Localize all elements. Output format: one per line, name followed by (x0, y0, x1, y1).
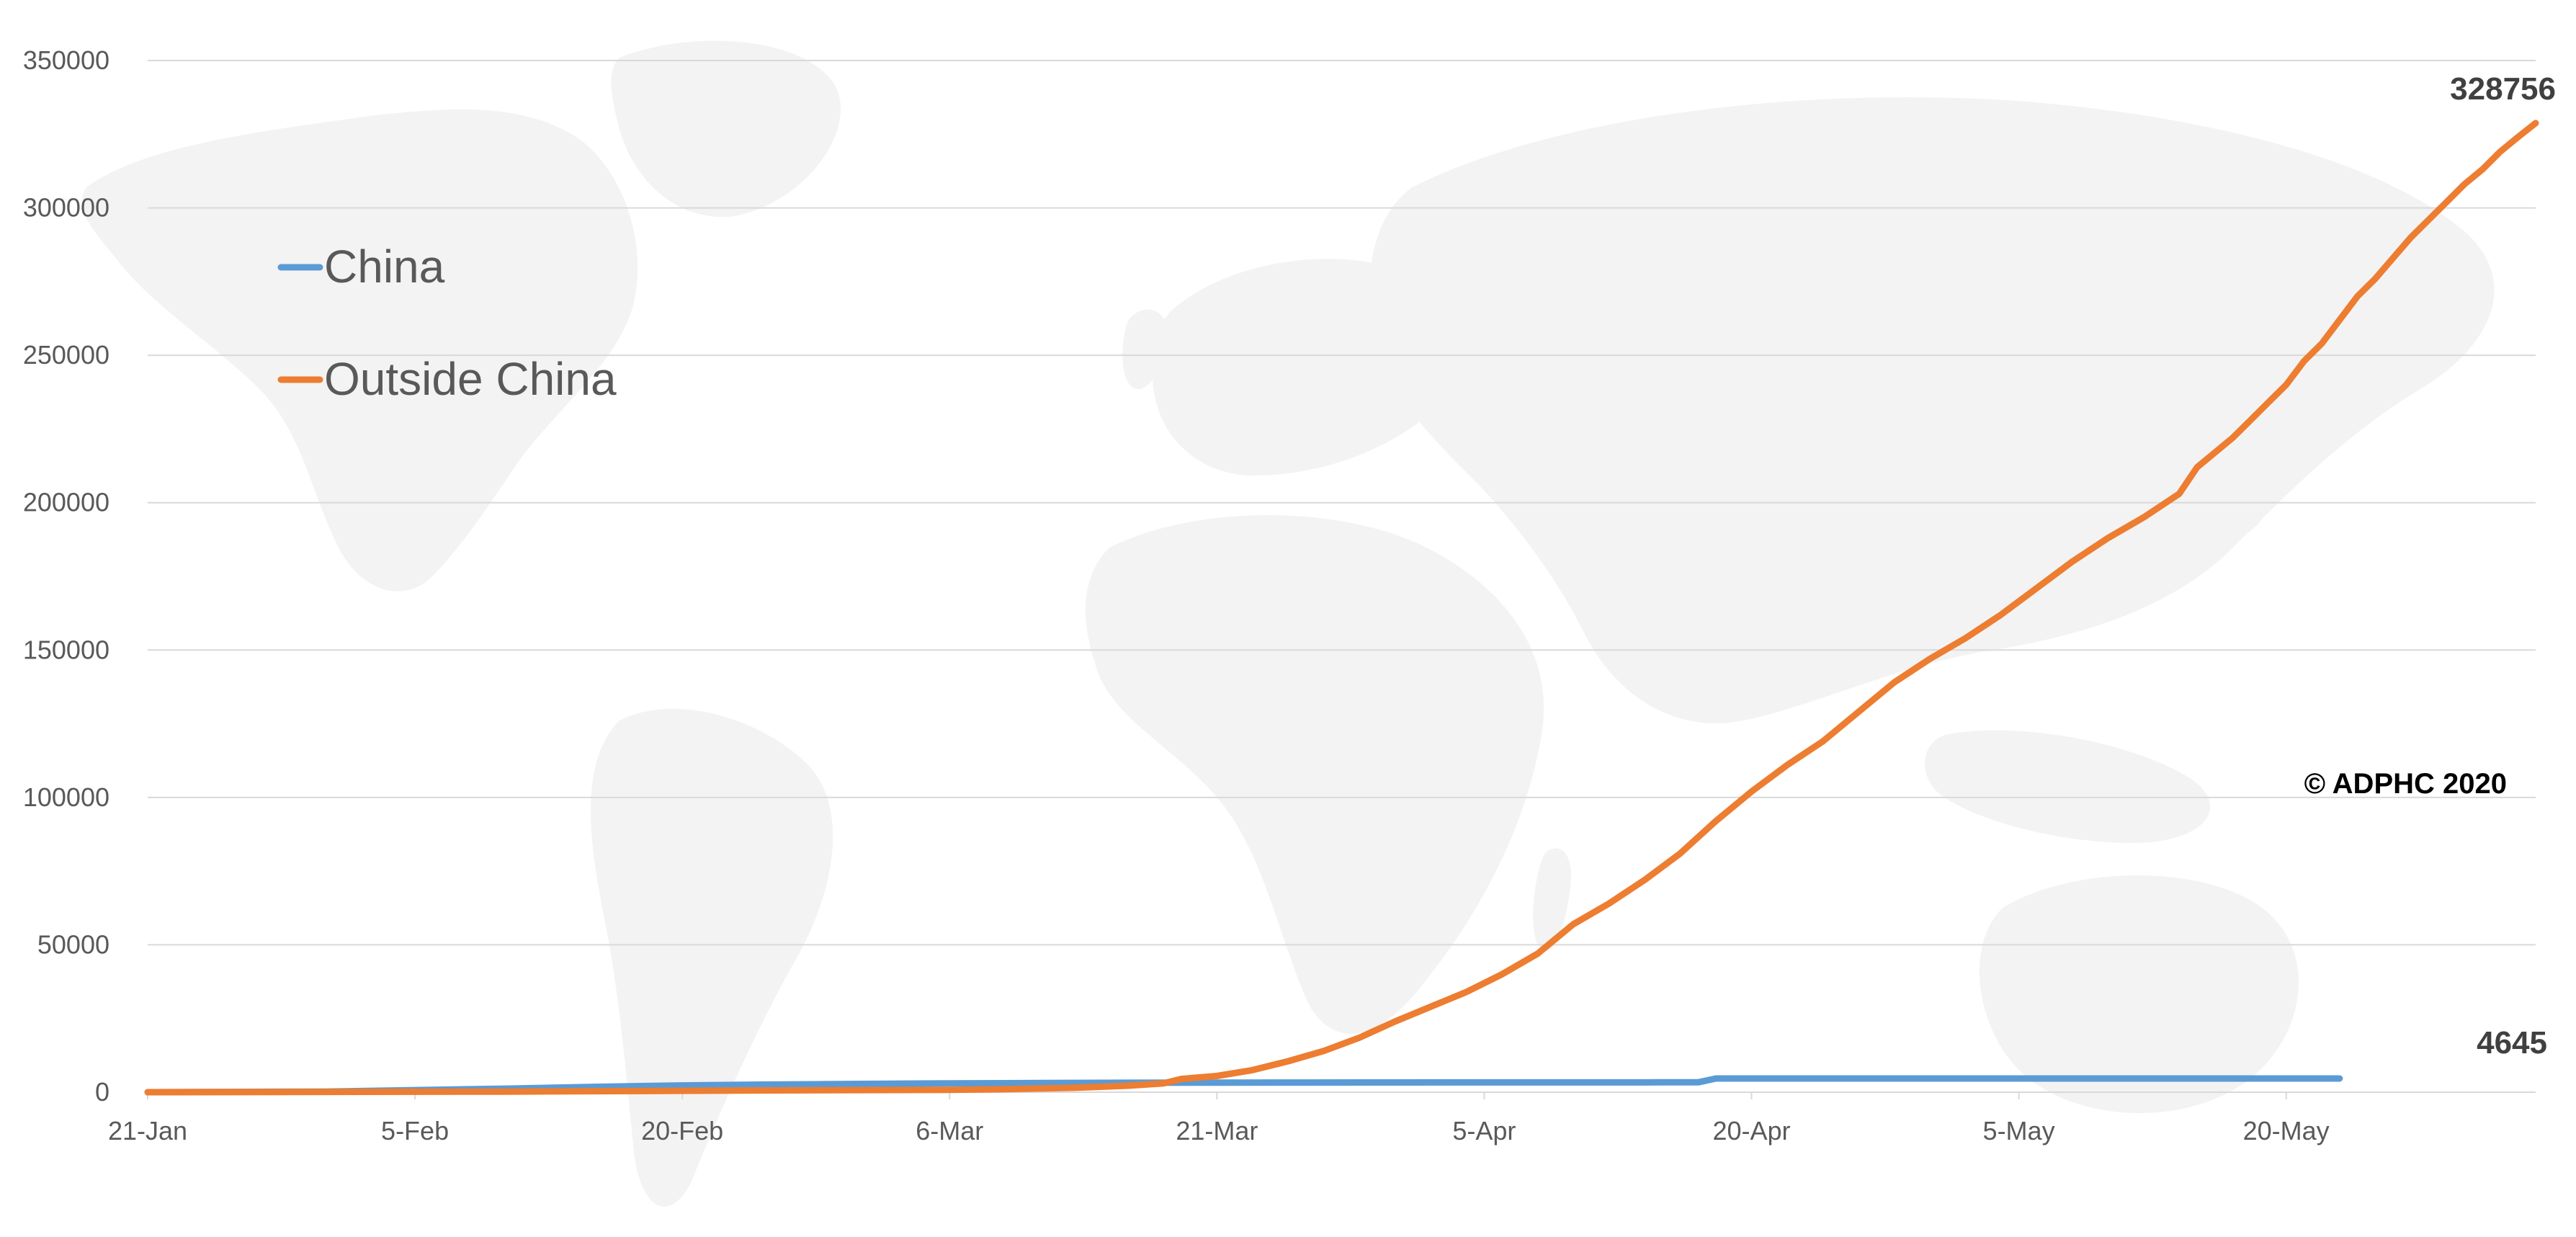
y-tick-label: 0 (95, 1077, 109, 1107)
gridlines (148, 60, 2536, 946)
series-lines (144, 120, 2539, 1096)
world-map-background (81, 40, 2495, 1207)
x-tick-label: 20-May (2243, 1116, 2330, 1146)
end-label-china: 4645 (2477, 1025, 2547, 1060)
legend-label-china: China (324, 241, 445, 292)
x-tick-label: 20-Apr (1712, 1116, 1790, 1146)
x-tick-label: 5-Feb (381, 1116, 449, 1146)
x-tick-label: 21-Mar (1176, 1116, 1258, 1146)
x-tick-label: 6-Mar (916, 1116, 983, 1146)
x-tick-label: 5-Apr (1452, 1116, 1516, 1146)
legend-label-outside-china: Outside China (324, 353, 617, 405)
y-tick-label: 150000 (23, 635, 109, 664)
y-tick-label: 50000 (37, 929, 109, 959)
y-axis-ticks: 0 50000 100000 150000 200000 250000 300000 3500… (23, 45, 109, 1107)
y-tick-label: 200000 (23, 488, 109, 517)
x-tick-label: 21-Jan (108, 1116, 187, 1146)
y-tick-label: 350000 (23, 45, 109, 75)
y-tick-label: 250000 (23, 340, 109, 370)
x-axis-ticks: 21-Jan 5-Feb 20-Feb 6-Mar 21-Mar 5-Apr 20-Apr 5… (108, 1092, 2330, 1146)
x-tick-label: 20-Feb (641, 1116, 723, 1146)
y-tick-label: 300000 (23, 193, 109, 223)
copyright-notice: © ADPHC 2020 (2304, 768, 2507, 800)
legend: China Outside China (277, 241, 617, 405)
y-tick-label: 100000 (23, 782, 109, 812)
x-tick-label: 5-May (1983, 1116, 2055, 1146)
series-line-outside-china (144, 120, 2539, 1096)
end-label-outside-china: 328756 (2450, 71, 2556, 107)
